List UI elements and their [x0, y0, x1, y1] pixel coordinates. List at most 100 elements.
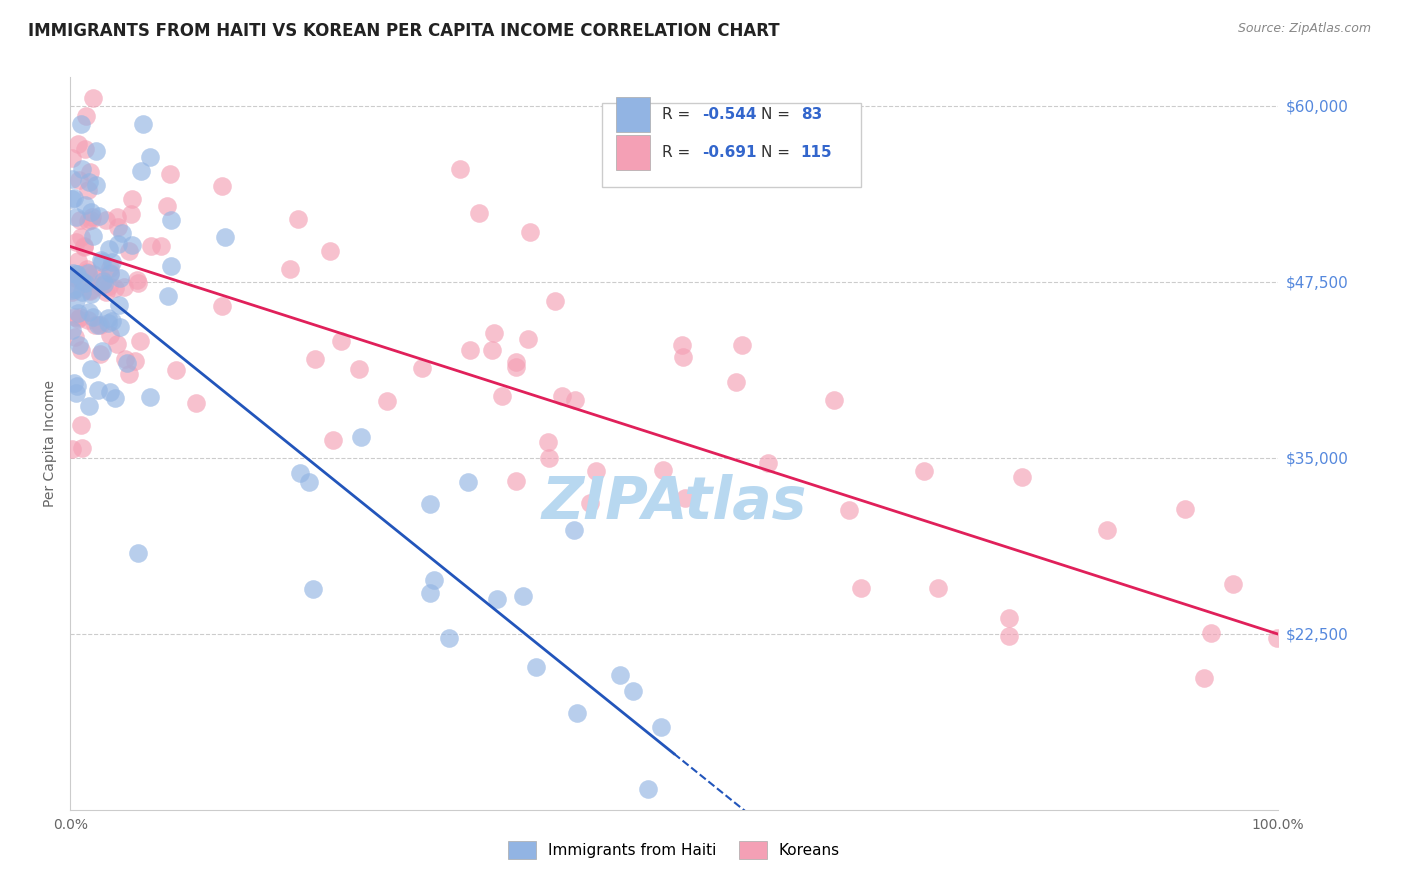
Point: [60, 192, 83, 206]
Point: [101, 314, 124, 328]
Point: [486, 592, 509, 607]
Point: [98, 242, 121, 256]
Point: [79, 165, 101, 179]
Point: [75, 109, 97, 123]
Point: [91, 255, 114, 269]
Point: [419, 586, 441, 600]
Text: R =: R =: [662, 107, 695, 122]
Point: [111, 226, 134, 240]
Point: [110, 319, 132, 334]
Text: 83: 83: [801, 107, 823, 122]
Point: [65, 211, 87, 225]
Point: [211, 299, 233, 313]
Point: [537, 434, 560, 449]
Point: [544, 293, 567, 308]
Point: [65, 310, 87, 324]
Point: [89, 279, 111, 293]
Text: ZIPAtlas: ZIPAtlas: [541, 474, 807, 531]
Point: [567, 706, 589, 721]
Point: [87, 210, 110, 224]
Text: -0.544: -0.544: [702, 107, 756, 122]
Point: [214, 230, 236, 244]
Point: [120, 207, 142, 221]
Point: [1097, 523, 1119, 537]
Point: [585, 464, 607, 478]
Point: [112, 279, 135, 293]
Text: IMMIGRANTS FROM HAITI VS KOREAN PER CAPITA INCOME CORRELATION CHART: IMMIGRANTS FROM HAITI VS KOREAN PER CAPI…: [28, 22, 780, 40]
Point: [127, 277, 149, 291]
Point: [82, 268, 104, 282]
Point: [97, 311, 120, 326]
Point: [851, 582, 873, 596]
Point: [70, 343, 93, 358]
Point: [1199, 626, 1222, 640]
Point: [82, 91, 104, 105]
Point: [65, 386, 87, 401]
Point: [288, 466, 311, 480]
Point: [672, 351, 695, 365]
Point: [62, 267, 84, 281]
Point: [304, 351, 326, 366]
Point: [609, 668, 631, 682]
Point: [517, 332, 540, 346]
Point: [70, 285, 93, 300]
Point: [278, 262, 301, 277]
Point: [98, 267, 121, 281]
Point: [579, 496, 602, 510]
Point: [98, 279, 121, 293]
Point: [537, 451, 560, 466]
Point: [70, 274, 93, 288]
Point: [84, 318, 107, 333]
Point: [67, 253, 90, 268]
Point: [69, 212, 91, 227]
Point: [80, 286, 103, 301]
Point: [69, 310, 91, 324]
Point: [65, 282, 87, 296]
Point: [117, 368, 139, 382]
Point: [70, 117, 93, 131]
Point: [107, 219, 129, 234]
Point: [80, 213, 103, 227]
Point: [73, 142, 96, 156]
Point: [419, 497, 441, 511]
Point: [79, 284, 101, 298]
Point: [505, 354, 527, 368]
Point: [105, 210, 128, 224]
Text: N =: N =: [761, 145, 794, 161]
Point: [80, 205, 103, 219]
Point: [107, 236, 129, 251]
Point: [449, 161, 471, 176]
Point: [63, 270, 86, 285]
Point: [65, 378, 87, 392]
Point: [66, 305, 89, 319]
Point: [73, 277, 96, 291]
Point: [129, 334, 152, 348]
Point: [69, 230, 91, 244]
Point: [94, 213, 117, 227]
Point: [93, 277, 115, 291]
Point: [468, 205, 491, 219]
Point: [90, 271, 112, 285]
Point: [80, 211, 103, 225]
Point: [524, 660, 547, 674]
Point: [60, 152, 83, 166]
Point: [65, 235, 87, 250]
Point: [139, 150, 162, 164]
Point: [650, 720, 672, 734]
Point: [155, 199, 177, 213]
Point: [66, 267, 89, 281]
Point: [184, 395, 207, 409]
Point: [67, 311, 90, 326]
Point: [519, 225, 541, 239]
Point: [70, 418, 93, 433]
Point: [73, 197, 96, 211]
Point: [160, 259, 183, 273]
Point: [375, 394, 398, 409]
Point: [101, 255, 124, 269]
Point: [329, 334, 352, 349]
Point: [160, 213, 183, 227]
Point: [287, 211, 309, 226]
Point: [491, 389, 513, 403]
Point: [91, 274, 114, 288]
Point: [121, 237, 143, 252]
